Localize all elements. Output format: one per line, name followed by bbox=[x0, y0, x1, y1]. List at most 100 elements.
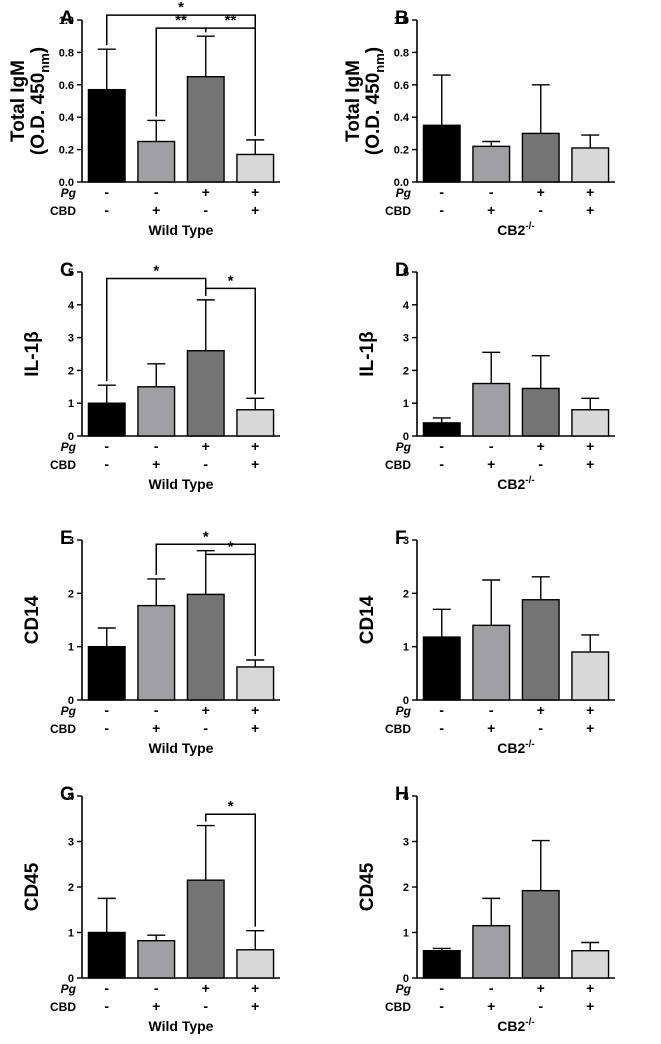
group-label-main: Wild Type bbox=[149, 222, 214, 238]
cbd-row-label: CBD bbox=[385, 722, 411, 736]
y-tick-label: 1 bbox=[68, 398, 74, 410]
panel-letter: G bbox=[60, 784, 75, 805]
cbd-sign: - bbox=[104, 202, 109, 218]
y-tick-label: 0.6 bbox=[59, 80, 74, 92]
cbd-row-label: CBD bbox=[385, 204, 411, 218]
pg-sign: - bbox=[489, 702, 494, 718]
pg-sign: - bbox=[439, 184, 444, 200]
cbd-sign: - bbox=[104, 998, 109, 1014]
pg-row-label: Pg bbox=[61, 186, 77, 200]
cbd-row-label: CBD bbox=[385, 1000, 411, 1014]
cbd-sign: - bbox=[203, 456, 208, 472]
bar bbox=[236, 949, 275, 979]
cbd-row-label: CBD bbox=[50, 458, 76, 472]
y-tick-label: 0 bbox=[403, 973, 409, 985]
y-tick-label: 3 bbox=[68, 837, 74, 849]
panel-a: A 0.0 0.2 0.4 0.6 0.8 1.0 Total IgM (O.D. 450nm)… bbox=[8, 0, 280, 238]
group-label: Wild Type bbox=[149, 1018, 214, 1034]
pg-sign: - bbox=[154, 438, 159, 454]
y-tick-label: 3 bbox=[403, 333, 409, 345]
panel-c: C 0 1 2 3 4 5 IL-1β * * Pg CBD - - - + + - + + Wild Type bbox=[22, 260, 280, 492]
group-label-main: Wild Type bbox=[149, 476, 214, 492]
y-tick-label: 1.0 bbox=[59, 15, 74, 27]
pg-sign: + bbox=[251, 980, 259, 996]
y-tick-label: 3 bbox=[403, 535, 409, 547]
panel-g: G 0 1 2 3 4 CD45 * Pg CBD - - - + + - + + Wild Type bbox=[22, 784, 280, 1034]
pg-row-label: Pg bbox=[396, 704, 412, 718]
y-tick-label: 0.8 bbox=[59, 47, 74, 59]
bar bbox=[186, 879, 225, 979]
pg-sign: + bbox=[202, 702, 210, 718]
panel-letter: C bbox=[60, 260, 74, 281]
group-label-main: CB2 bbox=[497, 740, 525, 756]
y-axis-label-subscript: nm bbox=[372, 53, 387, 73]
panel-letter: E bbox=[60, 528, 73, 549]
cbd-sign: - bbox=[203, 720, 208, 736]
y-tick-label: 0 bbox=[68, 973, 74, 985]
panel-e: E 0 1 2 3 CD14 * * Pg CBD - - - + + - + + Wild Type bbox=[22, 528, 280, 756]
cbd-row-label: CBD bbox=[50, 1000, 76, 1014]
pg-sign: - bbox=[154, 980, 159, 996]
group-label: Wild Type bbox=[149, 222, 214, 238]
pg-sign: + bbox=[251, 702, 259, 718]
pg-sign: - bbox=[439, 438, 444, 454]
cbd-sign: + bbox=[586, 720, 594, 736]
pg-sign: - bbox=[489, 438, 494, 454]
pg-sign: - bbox=[154, 702, 159, 718]
y-axis-label-part: ) bbox=[28, 47, 49, 53]
bar bbox=[472, 924, 511, 979]
cbd-row-label: CBD bbox=[50, 722, 76, 736]
significance-label: * bbox=[228, 798, 234, 815]
y-axis-label: Total IgM bbox=[343, 60, 364, 142]
panel-letter: A bbox=[60, 8, 74, 29]
cbd-sign: + bbox=[251, 998, 259, 1014]
bar bbox=[137, 939, 176, 979]
y-tick-label: 5 bbox=[403, 267, 409, 279]
y-tick-label: 4 bbox=[403, 300, 410, 312]
bar bbox=[571, 651, 610, 701]
y-axis-label: CD45 bbox=[357, 862, 378, 911]
significance-label: * bbox=[153, 263, 159, 280]
bar bbox=[472, 624, 511, 701]
cbd-row-label: CBD bbox=[385, 458, 411, 472]
y-tick-label: 1.0 bbox=[394, 15, 409, 27]
group-label-main: CB2 bbox=[497, 222, 525, 238]
pg-sign: + bbox=[251, 438, 259, 454]
y-tick-label: 0.0 bbox=[394, 177, 409, 189]
y-axis-label-part: ) bbox=[363, 47, 384, 53]
bar bbox=[137, 386, 176, 437]
bar bbox=[521, 132, 560, 183]
y-axis-label: IL-1β bbox=[22, 331, 43, 376]
bar bbox=[521, 599, 560, 701]
pg-row-label: Pg bbox=[61, 440, 77, 454]
pg-sign: - bbox=[154, 184, 159, 200]
pg-sign: - bbox=[104, 702, 109, 718]
bar bbox=[87, 88, 126, 183]
bar bbox=[422, 124, 461, 183]
cbd-row-label: CBD bbox=[50, 204, 76, 218]
y-tick-label: 2 bbox=[403, 882, 409, 894]
panel-letter: B bbox=[395, 8, 409, 29]
y-tick-label: 3 bbox=[68, 333, 74, 345]
significance-label: * bbox=[228, 272, 234, 289]
group-label-superscript: -/- bbox=[525, 221, 534, 232]
y-tick-label: 1 bbox=[68, 642, 74, 654]
group-label: CB2-/- bbox=[497, 1017, 534, 1034]
significance-label: ** bbox=[225, 12, 237, 29]
panel-b: B 0.0 0.2 0.4 0.6 0.8 1.0 Total IgM (O.D. 450nm)… bbox=[343, 8, 615, 238]
y-axis-label-subscript: nm bbox=[37, 53, 52, 73]
y-axis-label: IL-1β bbox=[357, 331, 378, 376]
group-label-main: CB2 bbox=[497, 476, 525, 492]
y-tick-label: 0.4 bbox=[59, 112, 75, 124]
cbd-sign: - bbox=[538, 998, 543, 1014]
bar bbox=[137, 604, 176, 701]
panel-letter: F bbox=[395, 528, 407, 549]
group-label-superscript: -/- bbox=[525, 475, 534, 486]
significance-bracket bbox=[106, 277, 207, 382]
y-tick-label: 4 bbox=[68, 791, 75, 803]
significance-label: ** bbox=[175, 12, 187, 29]
significance-bracket bbox=[205, 813, 256, 927]
panel-letter: D bbox=[395, 260, 409, 281]
